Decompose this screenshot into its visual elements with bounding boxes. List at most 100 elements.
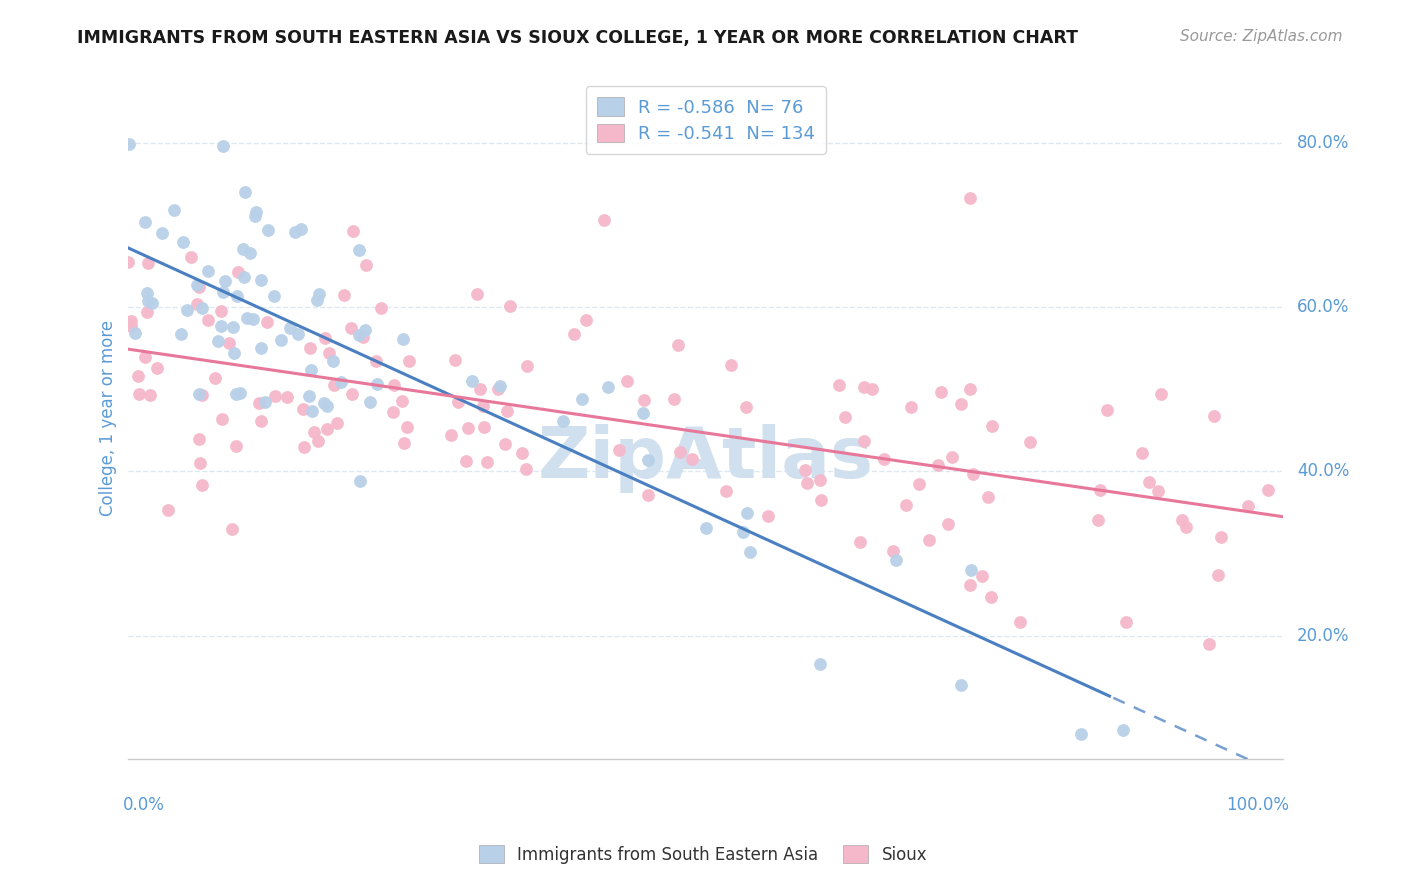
Point xyxy=(900,401,922,415)
Point xyxy=(250,273,273,287)
Point xyxy=(1175,520,1198,534)
Point xyxy=(828,377,851,392)
Point xyxy=(598,379,620,393)
Point xyxy=(950,678,973,692)
Point xyxy=(326,416,349,430)
Point xyxy=(1257,483,1279,497)
Point xyxy=(302,425,325,439)
Point xyxy=(1139,475,1161,489)
Point xyxy=(959,577,981,591)
Point xyxy=(186,296,208,310)
Point xyxy=(444,353,467,368)
Point xyxy=(236,310,259,325)
Point xyxy=(472,399,495,413)
Point xyxy=(221,522,243,536)
Point xyxy=(207,334,229,348)
Point xyxy=(139,388,162,402)
Point xyxy=(229,386,252,401)
Point xyxy=(264,389,287,403)
Point xyxy=(120,319,142,334)
Point xyxy=(136,256,159,270)
Point xyxy=(191,478,214,492)
Point xyxy=(222,320,245,334)
Point xyxy=(637,488,659,502)
Point xyxy=(263,289,285,303)
Text: 20.0%: 20.0% xyxy=(1298,627,1350,645)
Point xyxy=(187,387,209,401)
Text: 60.0%: 60.0% xyxy=(1298,298,1350,317)
Point xyxy=(299,342,322,356)
Point xyxy=(852,434,875,449)
Point xyxy=(1087,513,1109,527)
Point xyxy=(873,452,896,467)
Point xyxy=(929,384,952,399)
Point xyxy=(314,331,336,345)
Point xyxy=(135,286,157,301)
Point xyxy=(118,137,141,152)
Point xyxy=(347,328,370,343)
Point xyxy=(457,421,479,435)
Point xyxy=(716,484,738,499)
Point xyxy=(232,270,254,285)
Point xyxy=(593,213,616,227)
Point xyxy=(157,503,180,517)
Point xyxy=(962,467,984,481)
Point xyxy=(1171,513,1194,527)
Point xyxy=(918,533,941,548)
Point xyxy=(298,389,321,403)
Point xyxy=(352,330,374,344)
Point xyxy=(150,226,173,240)
Point xyxy=(211,285,233,299)
Text: Source: ZipAtlas.com: Source: ZipAtlas.com xyxy=(1180,29,1343,45)
Point xyxy=(607,443,630,458)
Point xyxy=(472,420,495,434)
Point xyxy=(250,341,273,355)
Point xyxy=(308,286,330,301)
Point xyxy=(794,463,817,477)
Point xyxy=(927,458,949,473)
Point xyxy=(270,333,292,347)
Point xyxy=(884,553,907,567)
Point xyxy=(447,395,470,409)
Point xyxy=(190,301,212,316)
Point xyxy=(616,374,638,388)
Point xyxy=(333,288,356,302)
Point xyxy=(1209,530,1232,544)
Point xyxy=(852,380,875,394)
Point xyxy=(571,392,593,407)
Point xyxy=(1088,483,1111,497)
Point xyxy=(970,568,993,582)
Point xyxy=(197,313,219,327)
Point xyxy=(1130,446,1153,460)
Point xyxy=(494,437,516,451)
Point xyxy=(349,474,371,488)
Point xyxy=(849,534,872,549)
Point xyxy=(796,476,818,491)
Point xyxy=(941,450,963,465)
Point xyxy=(342,387,364,401)
Point xyxy=(120,314,142,328)
Point xyxy=(218,336,240,351)
Point xyxy=(496,404,519,418)
Point xyxy=(146,360,169,375)
Point xyxy=(204,370,226,384)
Point xyxy=(247,396,270,410)
Point xyxy=(256,223,278,237)
Point xyxy=(666,337,689,351)
Point xyxy=(188,456,211,470)
Point xyxy=(808,657,831,672)
Point xyxy=(470,382,492,396)
Point xyxy=(301,404,323,418)
Point xyxy=(287,326,309,341)
Point xyxy=(1095,402,1118,417)
Point xyxy=(960,563,983,577)
Point xyxy=(1112,723,1135,738)
Point xyxy=(354,323,377,337)
Point xyxy=(510,445,533,459)
Point xyxy=(134,214,156,228)
Point xyxy=(1236,499,1258,513)
Point xyxy=(396,419,419,434)
Point xyxy=(127,369,149,384)
Point xyxy=(128,386,150,401)
Point xyxy=(163,203,186,218)
